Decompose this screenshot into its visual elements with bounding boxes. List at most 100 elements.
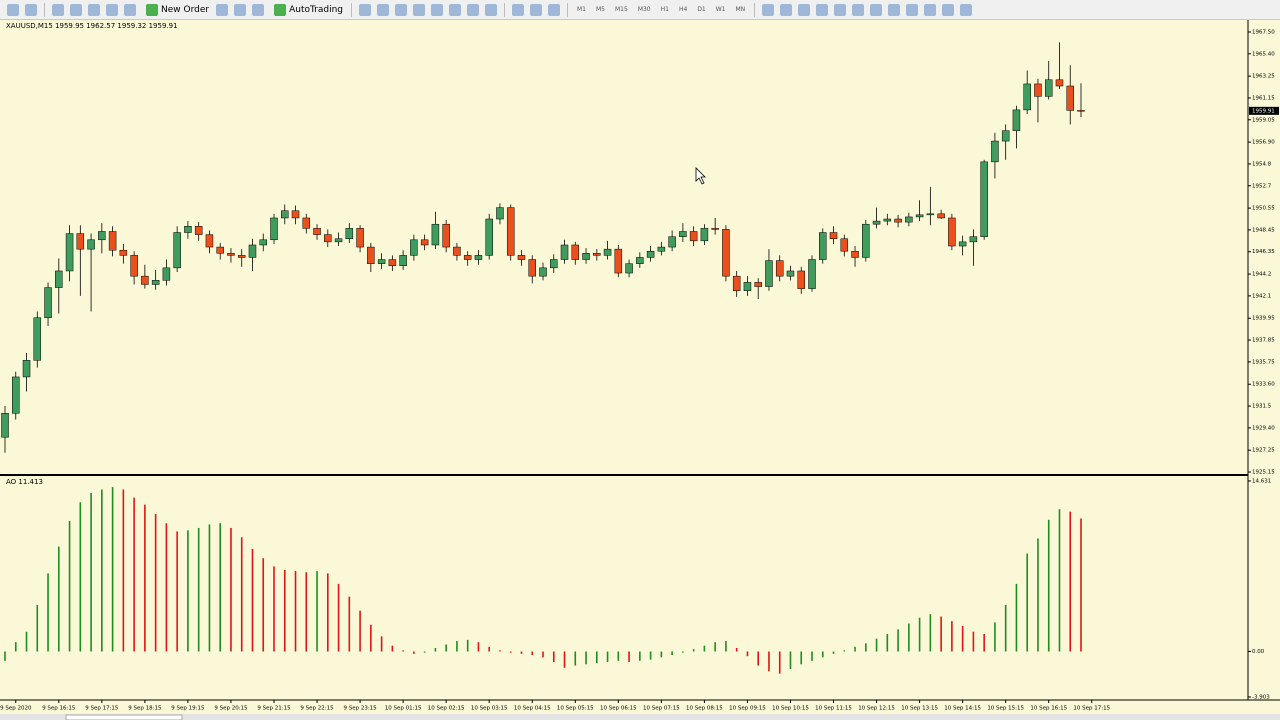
timeframe-button[interactable]: M30: [637, 6, 651, 13]
timeframe-button[interactable]: M15: [615, 6, 628, 13]
x-tick-label: 10 Sep 16:15: [1030, 706, 1067, 712]
candle-body: [65, 233, 74, 272]
candle-body: [991, 140, 999, 163]
timeframe-button[interactable]: D1: [697, 6, 706, 13]
candle-body: [722, 229, 730, 277]
tab-bar: [0, 714, 1280, 720]
candle-body: [754, 282, 762, 287]
icon[interactable]: [25, 3, 37, 16]
icon[interactable]: [906, 3, 919, 16]
x-tick-label: 10 Sep 13:15: [901, 706, 938, 712]
icon[interactable]: [377, 3, 389, 16]
icon[interactable]: [449, 3, 461, 16]
separator: [567, 2, 568, 17]
candle-body: [819, 232, 827, 260]
chart-title: XAUUSD,M15 1959.95 1962.57 1959.32 1959.…: [6, 22, 178, 30]
candle-body: [539, 267, 547, 277]
icon[interactable]: [924, 3, 937, 16]
icon[interactable]: [70, 3, 82, 16]
x-tick-label: 10 Sep 08:15: [686, 706, 723, 712]
icon[interactable]: [852, 3, 865, 16]
icon[interactable]: [548, 3, 560, 16]
candle-body: [410, 239, 418, 256]
candle-body: [119, 249, 128, 256]
icon[interactable]: [942, 3, 955, 16]
icon[interactable]: [234, 3, 247, 16]
candle-body: [55, 270, 63, 288]
candle-body: [872, 220, 881, 225]
separator: [754, 2, 756, 17]
x-tick-label: 10 Sep 01:15: [385, 706, 422, 712]
candle-body: [205, 234, 214, 248]
y-tick-label: 1925.15: [1252, 470, 1275, 476]
candle-body: [12, 376, 20, 414]
candle-body: [582, 253, 590, 260]
icon[interactable]: [88, 3, 100, 16]
icon[interactable]: [467, 3, 479, 16]
icon[interactable]: [106, 3, 118, 16]
icon[interactable]: [431, 3, 443, 16]
icon[interactable]: [780, 3, 793, 16]
x-tick-label: 9 Sep 16:15: [42, 706, 76, 712]
y-tick-label: 1967.50: [1252, 29, 1275, 35]
y-tick-label: 1927.25: [1252, 448, 1275, 454]
icon[interactable]: [252, 3, 265, 16]
y-tick-label: -3.903: [1252, 695, 1270, 701]
autotrading-button[interactable]: AutoTrading: [271, 3, 343, 16]
separator: [351, 2, 352, 17]
x-tick-label: 10 Sep 02:15: [428, 706, 465, 712]
candle-body: [1066, 85, 1074, 111]
candle-body: [1001, 130, 1010, 142]
icon[interactable]: [512, 3, 524, 16]
candle-body: [87, 239, 95, 250]
candle-body: [657, 246, 666, 252]
tab[interactable]: [65, 714, 183, 720]
candle-body: [840, 238, 849, 252]
icon[interactable]: [395, 3, 407, 16]
x-tick-label: 9 Sep 21:15: [257, 706, 291, 712]
timeframe-button[interactable]: M1: [577, 6, 586, 13]
new-order-button[interactable]: New Order: [143, 3, 209, 16]
icon[interactable]: [7, 3, 19, 16]
candle-body: [76, 233, 85, 250]
x-tick-label: 10 Sep 15:15: [987, 706, 1024, 712]
candle-body: [980, 161, 988, 237]
icon[interactable]: [216, 3, 229, 16]
y-tick-label: 1942.1: [1252, 293, 1271, 299]
icon[interactable]: [870, 3, 883, 16]
icon[interactable]: [888, 3, 901, 16]
candle-body: [237, 255, 246, 258]
y-tick-label: 1939.95: [1252, 316, 1275, 322]
y-tick-label: 1959.05: [1252, 117, 1275, 123]
icon[interactable]: [762, 3, 775, 16]
candle-body: [356, 228, 364, 248]
timeframe-button[interactable]: H1: [660, 6, 669, 13]
icon[interactable]: [413, 3, 425, 16]
candle-body: [808, 259, 816, 289]
candle-body: [291, 210, 300, 219]
y-tick-label: 1954.8: [1252, 161, 1272, 167]
timeframe-button[interactable]: MN: [735, 6, 746, 13]
timeframe-button[interactable]: M5: [596, 6, 605, 13]
icon[interactable]: [816, 3, 829, 16]
y-tick-label: 1946.35: [1252, 249, 1275, 255]
icon[interactable]: [52, 3, 64, 16]
candle-body: [44, 287, 52, 318]
icon[interactable]: [960, 3, 973, 16]
icon[interactable]: [124, 3, 136, 16]
icon[interactable]: [530, 3, 542, 16]
y-tick-label: 1933.60: [1252, 382, 1275, 388]
toolbar: New Order AutoTrading M1 M5 M15 M30 H1 H4 D1 W1…: [0, 0, 1280, 20]
candle-body: [969, 236, 978, 243]
icon[interactable]: [798, 3, 811, 16]
candle-body: [474, 255, 483, 260]
candle-body: [141, 275, 149, 285]
icon[interactable]: [359, 3, 371, 16]
candle-body: [797, 270, 805, 289]
icon[interactable]: [485, 3, 497, 16]
indicator-title: AO 11.413: [6, 478, 43, 486]
timeframe-button[interactable]: W1: [715, 6, 726, 13]
icon[interactable]: [834, 3, 847, 16]
timeframe-button[interactable]: H4: [678, 6, 688, 13]
